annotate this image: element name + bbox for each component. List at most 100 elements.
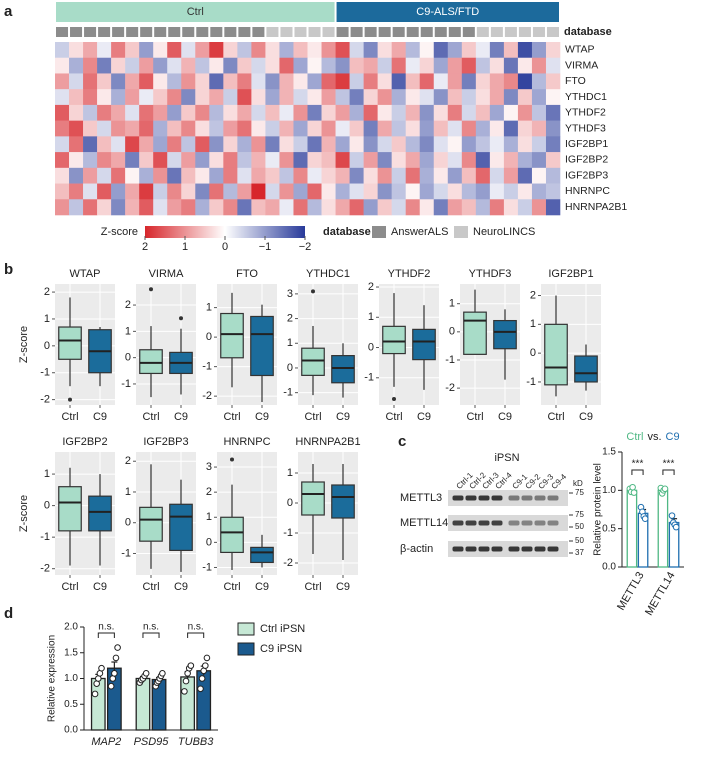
heatmap-cell (363, 183, 378, 200)
database-cell (196, 27, 209, 37)
heatmap-cell (167, 167, 182, 184)
heatmap-cell (377, 152, 392, 169)
heatmap-cell (433, 199, 449, 216)
heatmap-cell (419, 104, 435, 121)
heatmap-cell (139, 73, 154, 90)
y-tick-label: 1 (287, 467, 293, 479)
heatmap-cell (125, 136, 140, 153)
heatmap-cell (517, 183, 533, 200)
heatmap-cell (69, 104, 84, 121)
heatmap-cell (237, 183, 252, 200)
data-point (203, 654, 211, 662)
heatmap-cell (307, 199, 322, 216)
legend-label: Ctrl (626, 431, 643, 443)
x-tick-label: MAP2 (91, 736, 121, 748)
heatmap-cell (489, 57, 505, 74)
heatmap-cell (237, 120, 252, 137)
heatmap-cell (111, 120, 126, 137)
heatmap-cell (405, 152, 421, 169)
colorbar (145, 226, 305, 238)
y-axis-label: Relative protein level (593, 463, 604, 556)
box (139, 506, 163, 542)
heatmap-cell (125, 42, 140, 59)
heatmap-cell (83, 42, 98, 59)
x-tick-label: Ctrl (223, 581, 240, 593)
heatmap-cell (377, 120, 392, 137)
heatmap-cell (321, 57, 336, 74)
y-axis-label: Z-score (18, 495, 30, 532)
heatmap-cell (125, 120, 140, 137)
heatmap-cell (125, 199, 140, 216)
heatmap-cell (419, 73, 435, 90)
box (382, 325, 406, 355)
blot-row-label: METTL3 (400, 492, 442, 504)
data-point (629, 483, 636, 491)
heatmap-cell (181, 136, 196, 153)
blot-band (465, 520, 477, 526)
data-point (91, 690, 99, 698)
outlier (311, 289, 315, 294)
heatmap-cell (69, 152, 84, 169)
heatmap-cell (307, 42, 322, 59)
y-tick-label: 2 (287, 312, 293, 324)
heatmap-cell (489, 89, 505, 106)
heatmap-cell (139, 136, 154, 153)
heatmap-cell (517, 89, 533, 106)
box (301, 347, 325, 376)
heatmap-cell (517, 57, 533, 74)
data-point (182, 677, 190, 685)
row-label: IGF2BP1 (565, 138, 608, 150)
y-tick-label: 1.0 (64, 673, 78, 684)
heatmap-cell (363, 89, 378, 106)
database-cell (364, 27, 377, 37)
database-swatch (372, 226, 386, 238)
heatmap-cell (167, 136, 182, 153)
heatmap-cell (209, 42, 224, 59)
heatmap-cell (391, 199, 406, 216)
x-tick-label: C9 (174, 411, 188, 423)
outlier (392, 396, 396, 401)
heatmap-cell (461, 199, 477, 216)
x-tick-label: TUBB3 (178, 736, 214, 748)
row-label: YTHDC1 (565, 91, 607, 103)
heatmap-cell (83, 136, 98, 153)
heatmap-cell (251, 89, 266, 106)
heatmap-cell (489, 183, 505, 200)
heatmap-cell (391, 136, 406, 153)
heatmap-cell (111, 183, 126, 200)
blot-band (521, 546, 533, 552)
heatmap-cell (321, 89, 336, 106)
heatmap-cell (531, 120, 547, 137)
heatmap-cell (391, 167, 406, 184)
heatmap-cell (153, 73, 168, 90)
x-tick-label: Ctrl (466, 411, 483, 423)
heatmap-cell (475, 136, 491, 153)
heatmap-cell (195, 167, 210, 184)
database-cell (504, 27, 517, 37)
y-tick-label: 0 (449, 326, 455, 338)
heatmap-cell (69, 89, 84, 106)
x-tick-label: C9 (336, 581, 350, 593)
heatmap-cell (237, 167, 252, 184)
y-tick-label: 2 (125, 299, 131, 311)
heatmap-cell (377, 183, 392, 200)
heatmap-cell (433, 152, 449, 169)
marker-label: 75 (575, 488, 584, 497)
database-cell (70, 27, 83, 37)
marker-label: 50 (575, 522, 584, 531)
significance-label: n.s. (98, 622, 114, 633)
heatmap-cell (503, 199, 519, 216)
heatmap-cell (307, 152, 322, 169)
heatmap-cell (139, 152, 154, 169)
x-tick-label: Ctrl (61, 411, 78, 423)
y-tick-label: 1 (368, 311, 374, 323)
heatmap-cell (195, 42, 210, 59)
row-label: VIRMA (565, 59, 598, 71)
heatmap-cell (167, 120, 182, 137)
heatmap-cell (55, 120, 70, 137)
heatmap-cell (153, 57, 168, 74)
heatmap-cell (181, 199, 196, 216)
heatmap-cell (293, 167, 308, 184)
blot-band (478, 495, 490, 501)
blot-band (452, 495, 464, 501)
